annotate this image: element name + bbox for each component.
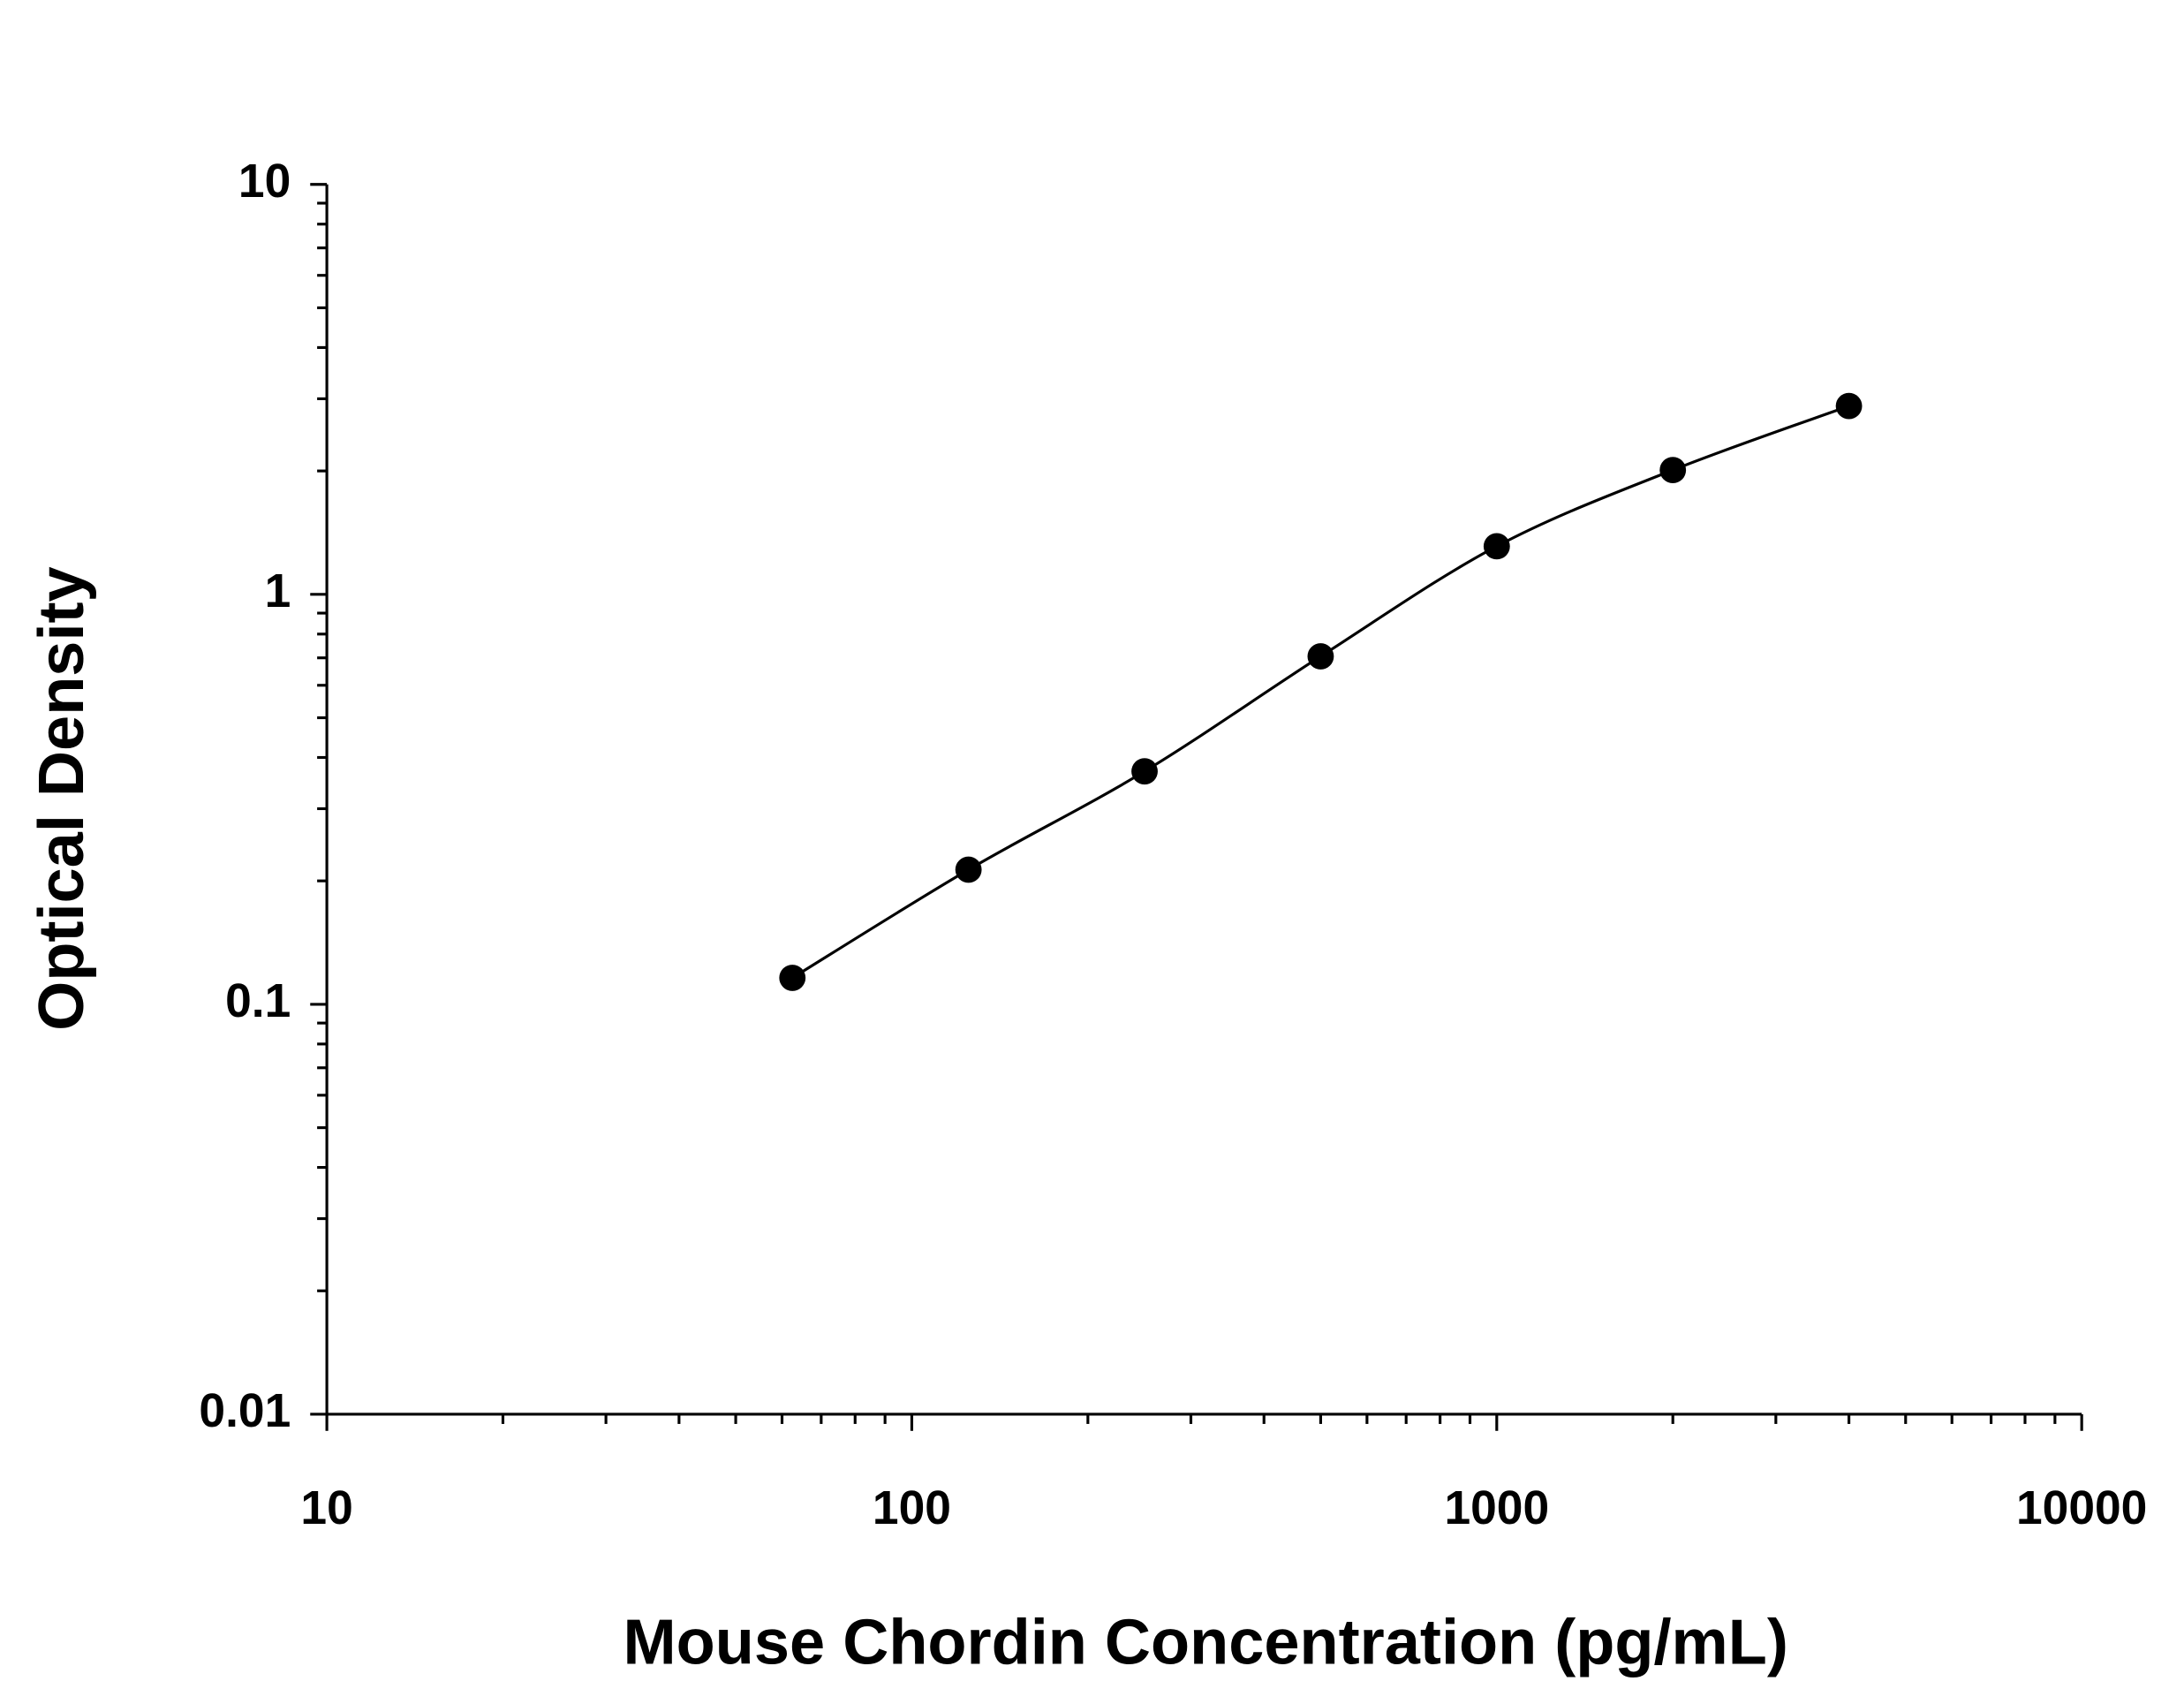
y-tick-label: 1 — [265, 565, 291, 617]
x-tick-label: 10 — [300, 1482, 352, 1534]
x-tick-label: 100 — [873, 1482, 951, 1534]
data-point — [1483, 533, 1510, 560]
data-point — [1835, 392, 1863, 420]
x-tick-label: 10000 — [2016, 1482, 2147, 1534]
y-tick-label: 0.1 — [225, 975, 291, 1027]
x-tick-label: 1000 — [1444, 1482, 1549, 1534]
data-point — [1131, 758, 1158, 785]
x-axis-title: Mouse Chordin Concentration (pg/mL) — [623, 1608, 1788, 1678]
data-point — [1659, 457, 1687, 484]
fit-curve — [791, 405, 1850, 980]
y-tick-label: 0.01 — [199, 1385, 291, 1437]
data-point — [1307, 643, 1334, 670]
y-axis-title: Optical Density — [26, 566, 97, 1031]
data-point — [779, 965, 806, 991]
data-point — [955, 856, 982, 883]
y-tick-label: 10 — [238, 155, 291, 208]
